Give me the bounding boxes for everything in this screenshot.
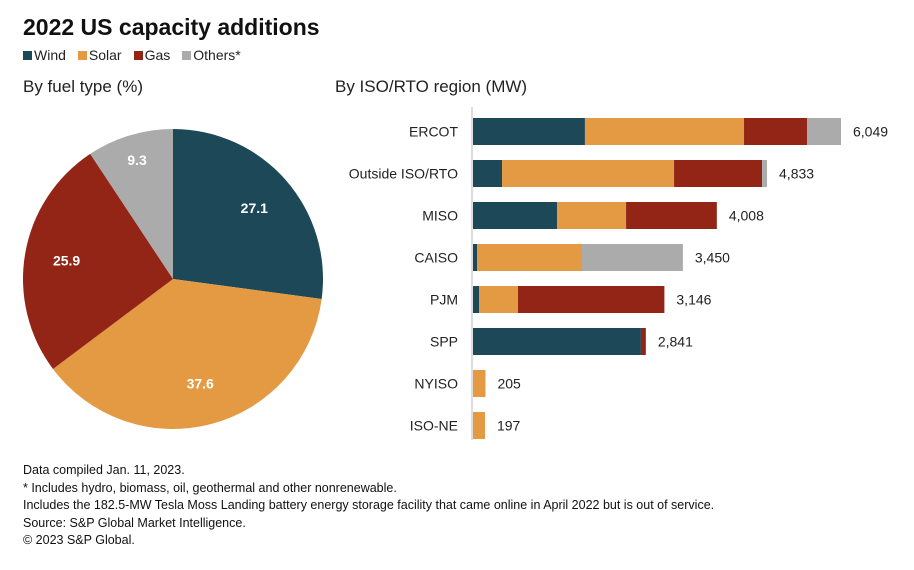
legend-swatch-others — [182, 50, 192, 60]
category-label-ercot: ERCOT — [409, 124, 458, 140]
pie-label-wind: 27.1 — [241, 200, 268, 216]
total-label-ercot: 6,049 — [853, 124, 888, 140]
category-label-nyiso: NYISO — [414, 376, 458, 392]
legend-item-others: Others* — [182, 47, 241, 63]
bar-chart-subtitle: By ISO/RTO region (MW) — [335, 77, 528, 96]
pie-slice-others — [90, 129, 173, 279]
bar-segment-ercot-gas — [744, 118, 807, 145]
bar-segment-caiso-wind — [473, 244, 478, 271]
bar-segment-outside-iso-rto-solar — [502, 160, 675, 187]
total-label-spp: 2,841 — [658, 334, 693, 350]
category-label-miso: MISO — [422, 208, 458, 224]
bar-segment-caiso-others — [582, 244, 683, 271]
category-label-pjm: PJM — [430, 292, 458, 308]
pie-slice-gas — [22, 153, 173, 369]
total-label-outside-iso-rto: 4,833 — [779, 166, 814, 182]
bar-segment-pjm-solar — [479, 286, 519, 313]
note-copyright: © 2023 S&P Global. — [23, 533, 135, 547]
pie-chart-subtitle: By fuel type (%) — [23, 77, 143, 96]
pie-label-solar: 37.6 — [187, 376, 214, 392]
bar-segment-iso-ne-solar — [473, 412, 485, 439]
total-label-nyiso: 205 — [497, 376, 521, 392]
chart-title: 2022 US capacity additions — [23, 14, 320, 40]
note-moss-landing: Includes the 182.5-MW Tesla Moss Landing… — [23, 498, 715, 512]
note-data-compiled: Data compiled Jan. 11, 2023. — [23, 463, 185, 477]
bar-segment-caiso-solar — [477, 244, 583, 271]
legend-swatch-wind — [23, 50, 32, 60]
category-label-caiso: CAISO — [414, 250, 458, 266]
note-others-definition: * Includes hydro, biomass, oil, geotherm… — [23, 480, 397, 495]
pie-slice-wind — [173, 129, 323, 299]
total-label-iso-ne: 197 — [497, 418, 521, 434]
pie-label-gas: 25.9 — [53, 253, 80, 269]
bar-segment-outside-iso-rto-gas — [674, 160, 763, 187]
bar-segment-ercot-others — [806, 118, 841, 145]
category-label-iso-ne: ISO-NE — [410, 418, 458, 434]
legend-label-solar: Solar — [88, 47, 122, 63]
bar-segment-spp-gas — [640, 328, 646, 355]
bar-segment-outside-iso-rto-others — [762, 160, 768, 187]
bar-segment-ercot-wind — [473, 118, 585, 145]
note-source: Source: S&P Global Market Intelligence. — [23, 515, 246, 530]
legend: Wind Solar Gas Others* — [23, 47, 241, 63]
pie-slice-solar — [52, 279, 322, 430]
legend-swatch-solar — [77, 50, 87, 60]
bar-segment-spp-wind — [473, 328, 641, 355]
legend-label-wind: Wind — [34, 47, 66, 63]
footnotes: Data compiled Jan. 11, 2023. * Includes … — [23, 462, 714, 550]
category-label-spp: SPP — [430, 334, 458, 350]
bar-segment-miso-wind — [473, 202, 558, 229]
bar-segment-pjm-wind — [473, 286, 480, 313]
legend-label-gas: Gas — [144, 47, 171, 63]
bar-segment-miso-solar — [557, 202, 627, 229]
legend-label-others: Others* — [193, 47, 241, 63]
bar-segment-pjm-gas — [518, 286, 665, 313]
total-label-caiso: 3,450 — [695, 250, 730, 266]
bar-segment-nyiso-solar — [473, 370, 486, 397]
legend-swatch-gas — [133, 50, 143, 60]
legend-item-solar: Solar — [77, 47, 122, 63]
bar-segment-ercot-solar — [584, 118, 745, 145]
pie-label-others: 9.3 — [127, 152, 147, 168]
category-label-outside-iso-rto: Outside ISO/RTO — [349, 166, 458, 182]
bar-segment-miso-gas — [626, 202, 717, 229]
legend-item-wind: Wind — [23, 47, 66, 63]
total-label-miso: 4,008 — [729, 208, 764, 224]
bar-segment-outside-iso-rto-wind — [473, 160, 503, 187]
total-label-pjm: 3,146 — [676, 292, 711, 308]
legend-item-gas: Gas — [133, 47, 171, 63]
